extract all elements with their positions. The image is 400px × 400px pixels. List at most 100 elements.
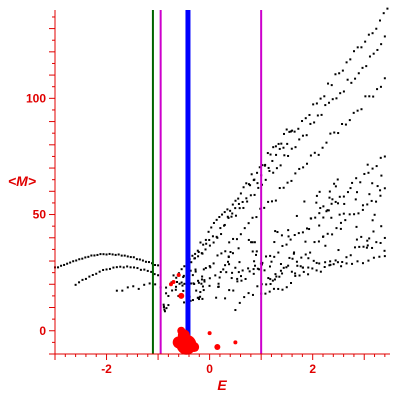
data-point-scatter-122 [288,256,291,259]
data-point-scatter-94 [231,271,234,274]
data-point-scatter-18 [163,310,166,313]
data-point-s4-31 [351,181,354,184]
data-point-scatter-38 [217,282,220,285]
data-point-s1-9 [196,249,199,252]
data-point-s4-4 [240,279,243,282]
data-point-scatter-124 [228,263,231,266]
data-point-scatter-22 [287,235,290,238]
data-point-s7-33 [296,264,299,267]
data-point-s6-6 [285,286,288,289]
data-point-s2-27 [283,154,286,157]
data-point-scatter-103 [251,250,254,253]
data-point-scatter-60 [198,298,201,301]
data-point-s3-37 [337,132,340,135]
data-point-s3-16 [255,216,258,219]
data-point-s8-13 [93,254,96,257]
data-point-scatter-109 [304,240,307,243]
data-point-scatter-75 [322,235,325,238]
data-point-s6-3 [272,287,275,290]
data-point-scatter-46 [227,255,230,258]
data-point-s0-43 [327,82,330,85]
data-point-s4-35 [367,171,370,174]
data-point-s1-12 [204,238,207,241]
data-point-s3-10 [232,237,235,240]
data-point-scatter-70 [307,257,310,260]
data-point-s1-11 [202,243,205,246]
data-point-s7-40 [334,259,337,262]
data-point-s5-3 [247,292,250,295]
data-point-s9-13 [119,265,122,268]
data-point-s5-21 [326,232,329,235]
data-point-s8-31 [147,261,150,264]
data-point-s3-11 [235,238,238,241]
data-point-s6-11 [307,273,310,276]
data-point-s2-24 [272,171,275,174]
data-point-s1-25 [239,192,242,195]
data-point-s3-28 [302,166,305,169]
data-point-s3-44 [364,95,367,98]
data-point-scatter-47 [328,196,331,199]
data-point-scatter-0 [247,238,250,241]
data-point-s8-16 [102,253,105,256]
y-tick-label-100: 100 [26,91,46,105]
data-point-s4-12 [273,255,276,258]
data-point-s3-18 [263,206,266,209]
data-point-scatter-34 [360,235,363,238]
data-point-s0-27 [267,166,270,169]
data-point-s3-39 [344,123,347,126]
data-point-s7-45 [361,262,364,265]
data-point-s6-24 [362,245,365,248]
data-point-scatter-20 [383,249,386,252]
data-point-s0-18 [234,207,237,210]
data-point-s1-39 [277,142,280,145]
data-point-s0-33 [289,130,292,133]
data-point-s7-7 [154,283,157,286]
data-point-s2-42 [339,92,342,95]
data-point-s7-18 [214,274,217,277]
data-point-scatter-6 [301,266,304,269]
data-point-s3-14 [247,222,250,225]
data-point-scatter-45 [342,212,345,215]
data-point-s8-21 [117,253,120,256]
data-point-scatter-21 [167,304,170,307]
data-point-s4-13 [277,251,280,254]
data-point-s1-41 [282,132,285,135]
data-point-s7-2 [126,286,129,289]
y-axis-title: <M> [8,173,36,189]
data-point-scatter-33 [333,182,336,185]
data-point-s3-25 [290,179,293,182]
data-point-scatter-78 [163,308,166,311]
red-point-5 [207,331,212,336]
data-point-s2-13 [231,212,234,215]
data-point-s7-29 [274,273,277,276]
data-point-s4-25 [326,209,329,212]
data-point-s3-33 [321,146,324,149]
data-point-scatter-3 [337,249,340,252]
data-point-s2-9 [216,236,219,239]
data-point-s3-31 [313,151,316,154]
data-point-s3-35 [329,132,332,135]
data-point-s5-16 [304,253,307,256]
data-point-s1-26 [242,186,245,189]
data-point-s5-4 [251,293,254,296]
data-point-s1-40 [280,142,283,145]
data-point-s3-15 [251,216,254,219]
data-point-scatter-80 [380,225,383,228]
data-point-s0-2 [174,288,177,291]
data-point-s7-44 [356,260,359,263]
data-point-scatter-112 [253,241,256,244]
data-point-s1-15 [212,221,215,224]
data-point-scatter-67 [279,263,282,266]
data-point-s3-2 [200,278,203,281]
data-point-s4-32 [355,177,358,180]
data-point-s7-35 [307,266,310,269]
data-point-s2-34 [309,122,312,125]
data-point-s7-14 [192,282,195,285]
data-point-s7-21 [230,277,233,280]
data-point-scatter-1 [315,201,318,204]
data-point-scatter-35 [201,275,204,278]
data-point-scatter-24 [267,277,270,280]
data-point-s4-36 [371,167,374,170]
data-point-s7-5 [143,283,146,286]
data-point-s7-20 [225,271,228,274]
